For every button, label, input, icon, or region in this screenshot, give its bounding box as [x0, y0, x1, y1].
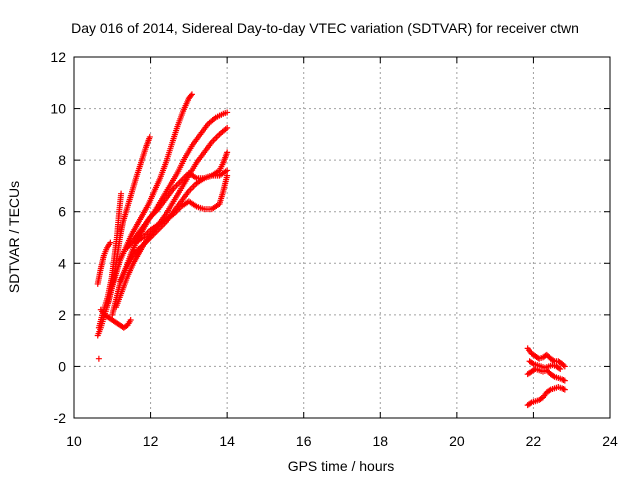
data-point — [224, 149, 231, 156]
series-track-1 — [94, 239, 114, 287]
x-tick-label: 10 — [66, 433, 82, 449]
series-track-15 — [526, 358, 564, 373]
data-point — [529, 359, 536, 366]
series-track-10 — [124, 167, 231, 251]
x-axis-label: GPS time / hours — [288, 458, 395, 474]
data-point — [107, 239, 114, 246]
data-point — [224, 172, 231, 179]
data-point — [546, 387, 553, 394]
data-point — [561, 386, 568, 393]
series-track-4 — [97, 306, 134, 331]
series-track-13 — [524, 366, 568, 384]
x-tick-label: 20 — [449, 433, 465, 449]
plot-frame — [73, 56, 611, 419]
data-point — [527, 400, 534, 407]
data-point — [555, 365, 562, 372]
x-tick-label: 16 — [296, 433, 312, 449]
y-tick-label: 2 — [58, 307, 66, 323]
y-tick-label: 6 — [58, 204, 66, 220]
series-track-12 — [524, 345, 568, 370]
series-track-11 — [95, 355, 102, 362]
data-point — [560, 385, 567, 392]
data-point — [118, 190, 125, 197]
data-point — [559, 385, 566, 392]
x-tick-label: 24 — [602, 433, 618, 449]
data-point — [224, 109, 231, 116]
data-point — [561, 363, 568, 370]
y-axis-label: SDTVAR / TECUs — [6, 181, 22, 293]
series-track-9 — [132, 172, 231, 246]
data-point — [559, 376, 566, 383]
data-point — [550, 357, 557, 364]
x-tick-label: 12 — [143, 433, 159, 449]
data-point — [224, 124, 231, 131]
data-point — [146, 133, 153, 140]
y-tick-label: -2 — [54, 410, 67, 426]
data-point — [560, 362, 567, 369]
y-tick-label: 12 — [50, 49, 66, 65]
y-tick-label: 8 — [58, 152, 66, 168]
data-point — [561, 377, 568, 384]
y-tick-label: 10 — [50, 101, 66, 117]
data-point — [560, 376, 567, 383]
y-tick-label: 4 — [58, 255, 66, 271]
data-point — [127, 317, 134, 324]
data-point — [550, 372, 557, 379]
data-point — [95, 355, 102, 362]
data-point — [187, 92, 194, 99]
data-points — [94, 91, 568, 409]
x-tick-label: 14 — [219, 433, 235, 449]
x-tick-label: 18 — [372, 433, 388, 449]
x-tick-label: 22 — [526, 433, 542, 449]
series-track-5 — [105, 91, 195, 305]
series-track-14 — [524, 384, 568, 409]
data-point — [224, 167, 231, 174]
data-point — [188, 91, 195, 98]
chart-title: Day 016 of 2014, Sidereal Day-to-day VTE… — [71, 20, 579, 36]
data-point — [557, 366, 564, 373]
y-tick-label: 0 — [58, 358, 66, 374]
grid — [74, 57, 610, 418]
